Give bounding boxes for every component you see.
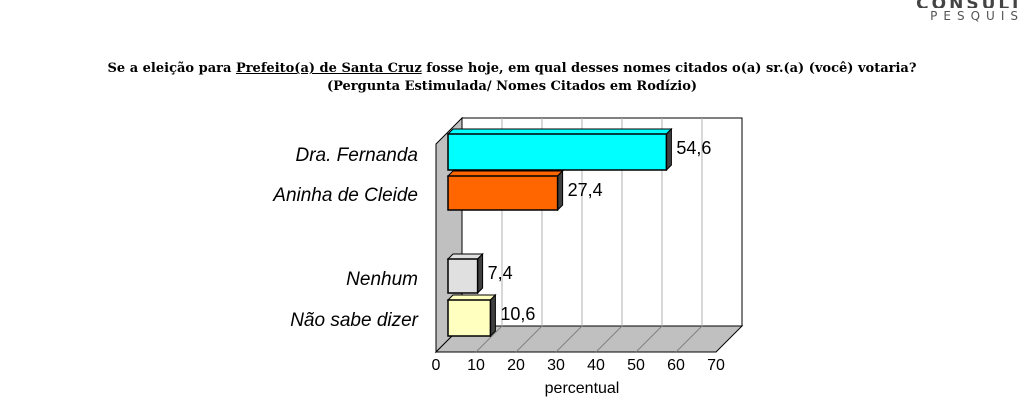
question-line-1: Se a eleição para Prefeito(a) de Santa C… [0,60,1024,78]
question-pre: Se a eleição para [107,61,236,76]
question-underlined: Prefeito(a) de Santa Cruz [235,61,422,76]
x-axis-label: percentual [545,380,620,397]
bar [447,133,668,171]
category-label: Não sabe dizer [290,310,418,331]
bar-value-label: 27,4 [568,180,603,200]
category-label: Dra. Fernanda [295,145,418,166]
bar [447,299,492,337]
x-tick-label: 30 [547,357,565,374]
floor-gridline [675,325,703,353]
bar-value-label: 10,6 [500,304,535,324]
brand-name: CONSULT [916,0,1024,8]
survey-question: Se a eleição para Prefeito(a) de Santa C… [0,60,1024,96]
floor-gridline [555,325,583,353]
x-tick-label: 40 [587,357,605,374]
x-tick-label: 70 [707,357,725,374]
floor-gridline [595,325,623,353]
floor-gridline [475,325,503,353]
bar-side [665,127,672,172]
x-tick-label: 0 [432,357,441,374]
bar-side [477,252,484,295]
category-label: Nenhum [346,269,418,290]
question-post: fosse hoje, em qual desses nomes citados… [421,61,917,76]
brand-logo: CONSULT PESQUIS [916,0,1024,23]
floor-gridline [635,325,663,353]
bar [447,175,559,211]
x-tick-label: 20 [507,357,525,374]
brand-subtitle: PESQUIS [930,9,1024,23]
bar [447,258,479,294]
x-tick-label: 50 [627,357,645,374]
category-label: Aninha de Cleide [272,185,418,206]
floor-gridline [515,325,543,353]
x-tick-label: 10 [467,357,485,374]
bar-value-label: 7,4 [488,263,513,283]
x-tick-label: 60 [667,357,685,374]
bar-value-label: 54,6 [676,138,711,158]
question-line-2: (Pergunta Estimulada/ Nomes Citados em R… [326,79,698,94]
